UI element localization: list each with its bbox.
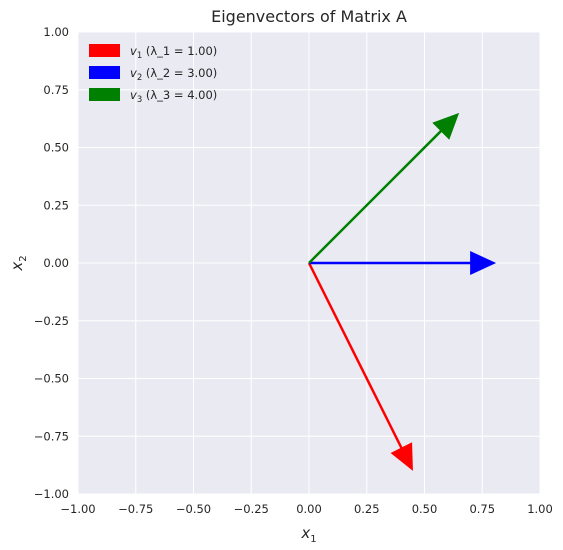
x-axis-label: x1	[300, 524, 316, 545]
x-tick-label: 0.25	[354, 502, 380, 516]
legend-label-3: v3 (λ_3 = 4.00)	[130, 88, 217, 105]
y-tick-label: −0.25	[34, 314, 69, 328]
chart-title: Eigenvectors of Matrix A	[211, 7, 407, 26]
y-axis-label: x2	[8, 255, 29, 271]
y-tick-label: −1.00	[34, 487, 69, 501]
x-tick-label: −0.75	[118, 502, 153, 516]
x-tick-label: 0.75	[469, 502, 495, 516]
arrow-head	[432, 112, 460, 140]
eigenvector-arrows	[307, 112, 497, 471]
y-tick-label: 1.00	[43, 25, 69, 39]
eigenvector-3-arrow	[308, 112, 460, 264]
legend: v1 (λ_1 = 1.00) v2 (λ_2 = 3.00) v3 (λ_3 = …	[89, 44, 217, 105]
x-tick-labels: −1.00 −0.75 −0.50 −0.25 0.00 0.25 0.50 0.75 1.00	[60, 502, 552, 516]
legend-label-1: v1 (λ_1 = 1.00)	[130, 44, 217, 61]
legend-label-2: v2 (λ_2 = 3.00)	[130, 66, 217, 83]
y-tick-label: −0.50	[34, 372, 69, 386]
x-tick-label: −0.50	[176, 502, 211, 516]
legend-swatch-3	[89, 88, 120, 101]
x-tick-label: 0.50	[412, 502, 438, 516]
x-tick-label: −1.00	[60, 502, 95, 516]
x-tick-label: −0.25	[234, 502, 269, 516]
x-tick-label: 0.00	[296, 502, 322, 516]
eigenvector-1-arrow	[307, 262, 413, 471]
eigenvector-2-arrow	[309, 251, 497, 275]
y-tick-label: 0.75	[43, 83, 69, 97]
arrow-head	[390, 442, 413, 471]
legend-swatch-1	[89, 44, 120, 57]
y-tick-labels: 1.00 0.75 0.50 0.25 0.00 −0.25 −0.50 −0.75 −1.00	[34, 25, 69, 501]
legend-swatch-2	[89, 66, 120, 79]
y-tick-label: 0.00	[43, 256, 69, 270]
y-tick-label: 0.25	[43, 198, 69, 212]
arrow-shaft	[307, 262, 404, 450]
arrow-shaft	[308, 128, 444, 264]
y-tick-label: 0.50	[43, 141, 69, 155]
y-tick-label: −0.75	[34, 429, 69, 443]
x-tick-label: 1.00	[527, 502, 553, 516]
arrow-head	[470, 251, 497, 275]
